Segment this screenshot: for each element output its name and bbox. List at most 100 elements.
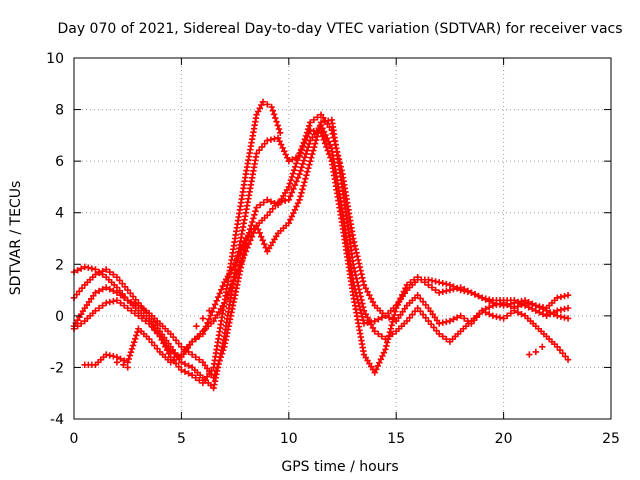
data-point: [231, 261, 239, 268]
data-point: [279, 144, 286, 152]
data-point: [124, 304, 131, 312]
data-point: [236, 262, 243, 270]
data-point: [360, 320, 368, 327]
data-point: [253, 150, 260, 157]
data-point: [202, 323, 210, 330]
data-point: [546, 310, 554, 318]
data-point: [269, 205, 276, 213]
data-point: [258, 101, 265, 109]
data-point: [518, 310, 525, 318]
data-point: [539, 343, 546, 350]
data-point: [382, 346, 389, 353]
data-point: [419, 311, 427, 318]
data-point: [293, 203, 300, 210]
data-point: [362, 285, 369, 292]
data-point: [439, 288, 446, 295]
data-point: [291, 206, 299, 213]
data-point: [201, 327, 208, 334]
data-point: [245, 240, 253, 248]
data-point: [382, 335, 389, 343]
data-point: [88, 265, 96, 272]
data-point: [443, 287, 450, 295]
data-point: [290, 185, 297, 192]
data-point: [276, 138, 283, 145]
data-point: [559, 350, 566, 357]
data-point: [207, 312, 214, 319]
data-point: [259, 98, 267, 106]
data-point: [292, 163, 299, 171]
data-point: [113, 289, 121, 296]
data-point: [359, 300, 366, 307]
data-point: [221, 299, 228, 307]
data-point: [321, 118, 328, 125]
data-point: [92, 289, 99, 296]
data-point: [205, 315, 213, 323]
data-point: [351, 268, 359, 275]
data-point: [435, 330, 443, 338]
data-point: [500, 315, 507, 322]
x-tick-label: 0: [70, 431, 79, 447]
data-point: [410, 276, 418, 283]
data-point: [103, 266, 110, 273]
data-point: [95, 269, 103, 277]
data-point: [507, 310, 514, 317]
data-point: [443, 335, 450, 343]
data-point: [256, 229, 263, 237]
data-point: [298, 164, 305, 171]
data-point: [196, 333, 203, 340]
data-point: [110, 271, 117, 278]
data-point: [248, 222, 255, 229]
data-point: [507, 303, 514, 310]
data-point: [218, 350, 226, 357]
data-point: [356, 263, 364, 271]
data-point: [403, 281, 411, 289]
data-point: [418, 276, 425, 283]
data-point: [85, 264, 92, 271]
data-point: [360, 281, 368, 289]
data-point: [74, 267, 81, 274]
data-point: [478, 294, 486, 302]
data-point: [170, 333, 177, 341]
data-point: [367, 321, 375, 328]
data-point: [366, 317, 373, 325]
data-point: [503, 301, 511, 308]
data-point: [324, 147, 331, 154]
data-point: [500, 299, 507, 307]
data-point: [388, 322, 395, 329]
data-point: [402, 285, 409, 292]
data-point: [358, 313, 366, 320]
data-point: [486, 296, 493, 303]
data-point: [126, 352, 134, 359]
data-point: [539, 304, 547, 311]
data-point: [557, 313, 565, 320]
data-point: [503, 312, 511, 320]
data-point: [321, 140, 329, 147]
data-point: [446, 317, 454, 325]
data-point: [132, 335, 139, 343]
data-point: [461, 315, 468, 322]
data-point: [564, 315, 572, 322]
data-point: [77, 320, 85, 327]
data-point: [266, 208, 274, 216]
data-point: [128, 345, 136, 353]
data-point: [296, 150, 303, 157]
data-point: [216, 357, 223, 364]
data-point: [196, 377, 203, 384]
data-point: [299, 160, 306, 168]
data-point: [422, 301, 429, 309]
data-point: [178, 366, 185, 374]
data-point: [385, 314, 393, 321]
data-point: [268, 103, 275, 111]
data-point: [307, 127, 314, 134]
data-point: [261, 240, 268, 248]
data-point: [518, 301, 525, 308]
data-point: [280, 147, 288, 155]
data-point: [233, 270, 240, 277]
data-point: [366, 292, 373, 299]
data-point: [457, 312, 464, 320]
data-point: [375, 316, 382, 323]
data-point: [403, 317, 411, 325]
data-point: [272, 114, 279, 122]
data-point: [99, 302, 106, 309]
y-tick-label: -4: [50, 412, 64, 428]
